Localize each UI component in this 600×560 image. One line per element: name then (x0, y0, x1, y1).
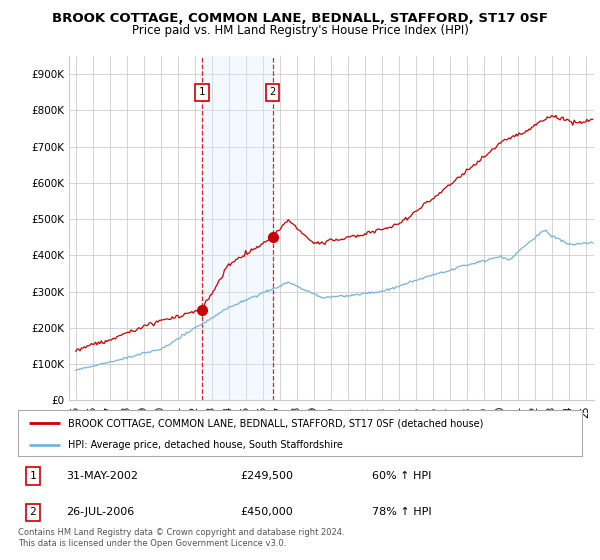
Text: 26-JUL-2006: 26-JUL-2006 (66, 507, 134, 517)
Text: 2: 2 (29, 507, 37, 517)
Text: Contains HM Land Registry data © Crown copyright and database right 2024.
This d: Contains HM Land Registry data © Crown c… (18, 528, 344, 548)
Text: £450,000: £450,000 (240, 507, 293, 517)
Text: £249,500: £249,500 (240, 471, 293, 481)
Text: BROOK COTTAGE, COMMON LANE, BEDNALL, STAFFORD, ST17 0SF (detached house): BROOK COTTAGE, COMMON LANE, BEDNALL, STA… (68, 418, 483, 428)
Text: 2: 2 (269, 87, 275, 97)
Bar (202, 56, 272, 400)
Text: 1: 1 (199, 87, 205, 97)
Text: Price paid vs. HM Land Registry's House Price Index (HPI): Price paid vs. HM Land Registry's House … (131, 24, 469, 37)
Text: 1: 1 (29, 471, 37, 481)
Text: 31-MAY-2002: 31-MAY-2002 (66, 471, 138, 481)
Text: HPI: Average price, detached house, South Staffordshire: HPI: Average price, detached house, Sout… (68, 440, 343, 450)
Text: 78% ↑ HPI: 78% ↑ HPI (372, 507, 431, 517)
Text: BROOK COTTAGE, COMMON LANE, BEDNALL, STAFFORD, ST17 0SF: BROOK COTTAGE, COMMON LANE, BEDNALL, STA… (52, 12, 548, 25)
Text: 60% ↑ HPI: 60% ↑ HPI (372, 471, 431, 481)
